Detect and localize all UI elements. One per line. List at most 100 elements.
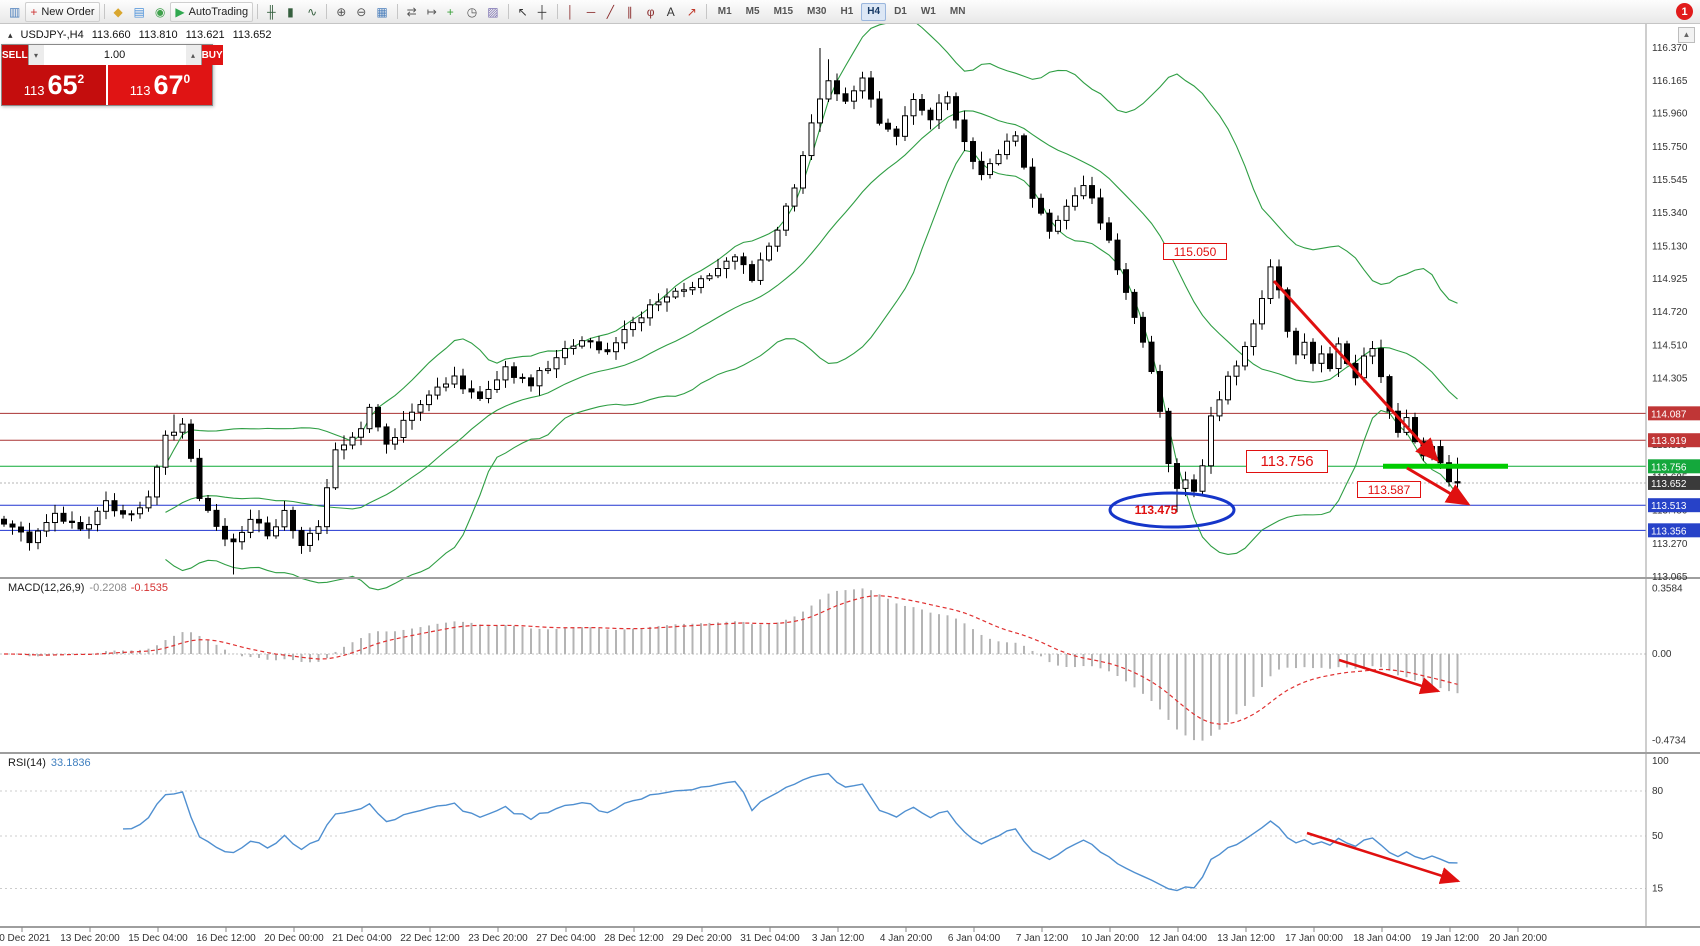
timeframe-m30-button[interactable]: M30 [801,3,832,21]
rsi-line [122,772,1458,892]
candle [655,301,662,306]
terminal-button[interactable]: ▤ [129,2,150,22]
text-button[interactable]: A [662,2,682,22]
buy-price-base: 113 [129,82,151,98]
autotrading-button[interactable]: ▶ AutoTrading [170,1,254,22]
time-label: 7 Jan 12:00 [1016,933,1069,944]
annotation-breakdown-price-label[interactable]: 113.587 [1357,481,1421,498]
vertical-line-button[interactable]: │ [562,2,582,22]
one-click-header-row: SELL ▾ ▴ BUY [2,45,223,65]
time-label: 18 Jan 04:00 [1353,933,1411,944]
sell-price[interactable]: 113 65 2 [2,65,108,105]
zoom-in-button[interactable]: ⊕ [331,2,351,22]
macd-signal-value: -0.1535 [130,582,169,594]
timeframe-m15-button[interactable]: M15 [768,3,799,21]
timeframe-h1-button[interactable]: H1 [834,3,859,21]
volume-decrease-button[interactable]: ▾ [28,45,44,65]
candle [672,290,679,298]
candle [426,394,432,406]
new-chart-button[interactable]: ▥ [4,2,25,22]
timeframe-w1-button[interactable]: W1 [915,3,942,21]
annotation-ellipse-price-label[interactable]: 113.475 [1134,502,1178,517]
price-tick-label: 114.510 [1652,341,1688,352]
candle [536,370,543,387]
downtrend-arrow-2[interactable] [1406,466,1471,506]
rsi-axis-label: 80 [1652,786,1664,797]
zoom-out-icon: ⊖ [356,4,367,19]
new-chart-icon: ▥ [9,4,21,19]
candle [808,122,815,157]
rsi-down-arrow[interactable] [1306,831,1461,885]
indicators-button[interactable]: + [442,2,462,22]
candle [298,530,305,546]
candles [1,48,1461,575]
crosshair-button[interactable]: ┼ [533,2,553,22]
candle [944,96,951,104]
cursor-button[interactable]: ↖ [513,2,533,22]
lows-highlight-ellipse[interactable] [1108,491,1236,529]
buy-price[interactable]: 113 67 0 [108,65,212,105]
indicators-icon: + [446,4,454,19]
price-tick-label: 114.925 [1652,274,1688,285]
timeframe-m5-button[interactable]: M5 [740,3,766,21]
templates-button[interactable]: ▨ [482,2,503,22]
auto-scroll-button[interactable]: ⇄ [402,2,422,22]
timeframe-mn-button[interactable]: MN [944,3,972,21]
candle [1055,219,1061,232]
buy-price-pipette: 0 [183,72,191,86]
zoom-out-button[interactable]: ⊖ [351,2,371,22]
trendline-button[interactable]: ╱ [602,2,622,22]
channel-button[interactable]: ∥ [622,2,642,22]
community-button[interactable]: ◉ [150,2,170,22]
annotation-peak-price-label[interactable]: 115.050 [1163,243,1227,260]
buy-button[interactable]: BUY [201,45,223,65]
notification-badge[interactable]: 1 [1676,3,1693,20]
scroll-up-button[interactable]: ▲ [1678,27,1695,43]
metaeditor-button[interactable]: ◆ [109,2,129,22]
fibonacci-button[interactable]: φ [642,2,662,22]
timeframe-d1-button[interactable]: D1 [888,3,913,21]
timeframe-m1-button[interactable]: M1 [712,3,738,21]
candle [409,411,415,421]
time-label: 10 Jan 20:00 [1081,933,1139,944]
time-label: 22 Dec 12:00 [400,933,460,944]
timeframe-h4-button[interactable]: H4 [861,2,887,21]
rsi-label: RSI(14) 33.1836 [8,757,91,769]
new-order-button[interactable]: + New Order [25,1,100,22]
arrows-button[interactable]: ↗ [682,2,702,22]
community-icon: ◉ [154,4,166,19]
candle [417,404,424,413]
tile-windows-icon: ▦ [376,4,388,19]
candle [1233,365,1240,377]
candlestick-chart-button[interactable]: ▮ [282,2,302,22]
candle [817,98,823,124]
autotrading-button-label: AutoTrading [188,5,249,18]
sell-button[interactable]: SELL [2,45,28,65]
price-tick-label: 115.545 [1652,175,1688,186]
candle [188,423,194,459]
horizontal-line-button[interactable]: ─ [582,2,602,22]
candle [1446,462,1452,483]
line-chart-button[interactable]: ∿ [302,2,322,22]
periods-button[interactable]: ◷ [462,2,482,22]
volume-increase-button[interactable]: ▴ [185,45,201,65]
candle [885,122,891,130]
volume-input[interactable] [43,45,186,65]
time-label: 13 Jan 12:00 [1217,933,1275,944]
candle [222,525,228,540]
bar-chart-button[interactable]: ╫ [262,2,282,22]
tile-windows-button[interactable]: ▦ [371,2,392,22]
candle [902,115,908,137]
candle [1386,376,1393,412]
candle [783,205,789,231]
downtrend-arrow-1[interactable] [1272,279,1440,463]
chart-shift-button[interactable]: ↦ [422,2,442,22]
macd-down-arrow[interactable] [1338,658,1441,695]
macd-axis-label: 0.00 [1652,649,1672,660]
buy-price-pips: 67 [153,69,184,100]
macd-axis-label: -0.4734 [1652,736,1686,747]
annotation-support-price-label[interactable]: 113.756 [1246,450,1328,473]
candle [1182,479,1189,489]
candle [910,99,917,117]
